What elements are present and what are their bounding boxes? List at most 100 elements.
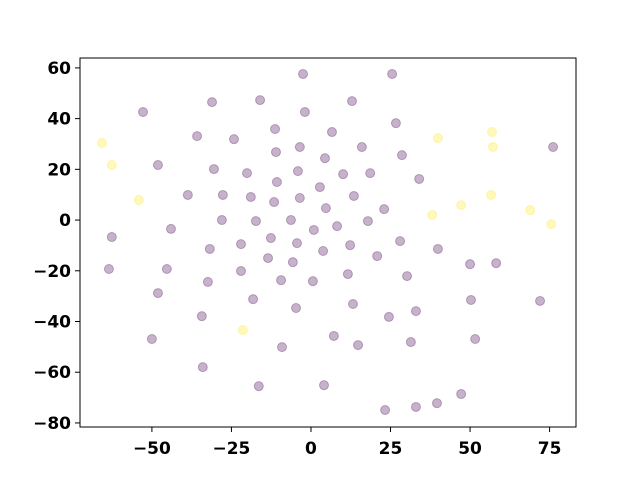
- point: [133, 195, 144, 206]
- point: [432, 133, 443, 144]
- point: [294, 192, 305, 203]
- point: [204, 243, 215, 254]
- point: [318, 245, 329, 256]
- point: [242, 168, 253, 179]
- point: [197, 362, 208, 373]
- x-tick-label: 0: [305, 439, 317, 459]
- point: [235, 239, 246, 250]
- point: [253, 381, 264, 392]
- point: [405, 337, 416, 348]
- point: [208, 164, 219, 175]
- point: [277, 342, 288, 353]
- point: [192, 131, 203, 142]
- point: [410, 401, 421, 412]
- point: [270, 147, 281, 158]
- point: [345, 240, 356, 251]
- x-tick-label: 25: [379, 439, 403, 459]
- point: [548, 142, 559, 153]
- point: [248, 294, 259, 305]
- point: [348, 190, 359, 201]
- point: [353, 340, 364, 351]
- point: [270, 124, 281, 135]
- point: [307, 276, 318, 287]
- point: [271, 177, 282, 188]
- point: [402, 271, 413, 282]
- point: [347, 299, 358, 309]
- x-tick-label: −25: [212, 439, 250, 459]
- point: [291, 238, 302, 249]
- point: [106, 160, 117, 171]
- point: [342, 269, 353, 280]
- point: [299, 107, 310, 118]
- y-tick-label: −20: [33, 262, 71, 282]
- point: [328, 330, 339, 341]
- plot-frame: [79, 57, 577, 428]
- point: [216, 215, 227, 226]
- point: [535, 295, 546, 306]
- point: [395, 236, 406, 247]
- point: [308, 224, 319, 235]
- point: [390, 118, 401, 129]
- y-tick-label: 20: [47, 160, 71, 180]
- point: [217, 189, 228, 200]
- x-tick-label: 75: [538, 439, 562, 459]
- point: [456, 200, 467, 211]
- y-tick-label: −40: [33, 312, 71, 332]
- point: [362, 216, 373, 227]
- point: [383, 311, 394, 322]
- x-tick-label: −50: [133, 439, 171, 459]
- point: [196, 311, 207, 322]
- x-tick-label: 50: [458, 439, 482, 459]
- point: [379, 204, 390, 215]
- y-tick-label: −60: [33, 363, 71, 383]
- point: [525, 205, 536, 216]
- point: [228, 134, 239, 145]
- point: [237, 325, 248, 336]
- point: [103, 264, 114, 275]
- point: [431, 398, 442, 409]
- point: [287, 257, 298, 268]
- point: [326, 127, 337, 138]
- point: [387, 68, 398, 79]
- point: [487, 142, 498, 153]
- point: [427, 209, 438, 220]
- point: [255, 95, 266, 106]
- point: [137, 107, 148, 118]
- point: [269, 197, 280, 208]
- point: [314, 182, 325, 193]
- point: [338, 169, 349, 180]
- point: [356, 142, 367, 153]
- point: [182, 189, 193, 200]
- point: [202, 276, 213, 287]
- point: [245, 191, 256, 202]
- point: [291, 303, 302, 314]
- point: [96, 137, 107, 148]
- point: [486, 189, 497, 200]
- point: [276, 275, 287, 286]
- point: [319, 380, 330, 391]
- point: [207, 97, 218, 108]
- y-tick-label: 0: [59, 211, 71, 231]
- point: [152, 288, 163, 299]
- y-tick-label: −80: [33, 414, 71, 434]
- point: [380, 405, 391, 416]
- point: [235, 266, 246, 277]
- point: [456, 389, 467, 400]
- point: [491, 258, 502, 269]
- y-tick-label: 60: [47, 59, 71, 79]
- point: [298, 68, 309, 79]
- point: [365, 168, 376, 179]
- point: [470, 333, 481, 344]
- point: [265, 233, 276, 244]
- point: [165, 223, 176, 234]
- point: [320, 203, 331, 214]
- point: [347, 96, 358, 107]
- point: [465, 259, 476, 270]
- point: [487, 127, 498, 138]
- point: [106, 232, 117, 243]
- point: [152, 160, 163, 171]
- point: [414, 173, 425, 184]
- point: [332, 221, 343, 232]
- point: [396, 150, 407, 161]
